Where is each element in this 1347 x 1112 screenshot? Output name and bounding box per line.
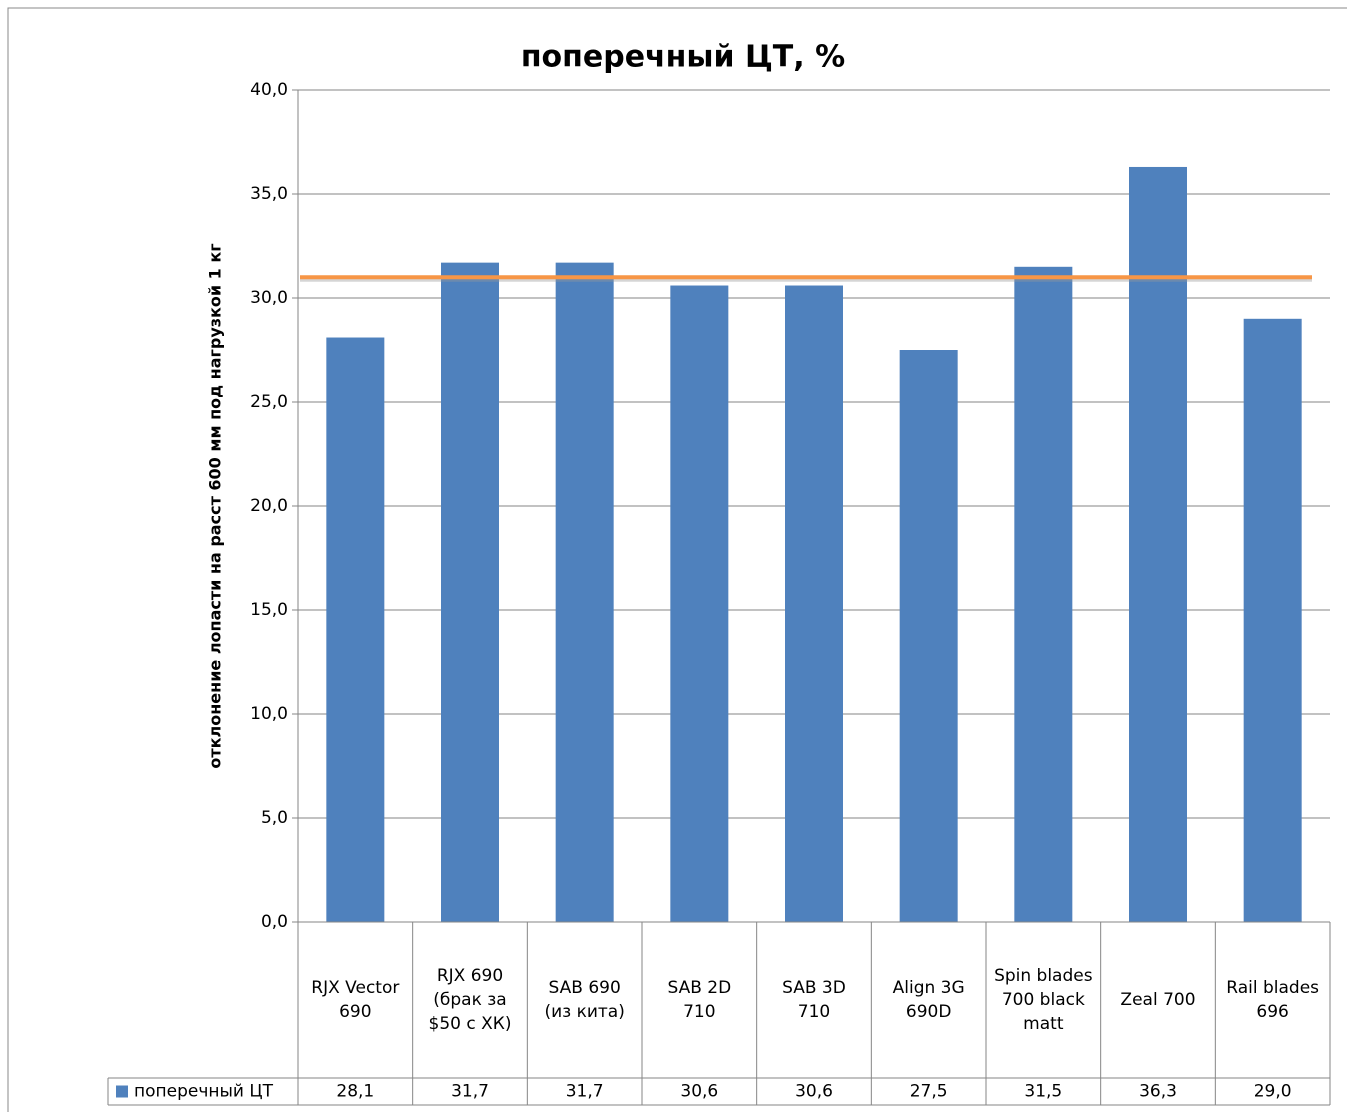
y-tick-label: 0,0 (261, 912, 288, 932)
y-tick-label: 10,0 (250, 704, 288, 724)
x-tick-label: RJX Vector 690 (311, 978, 400, 1022)
x-tick-label: SAB 3D 710 (782, 978, 846, 1022)
bar (441, 262, 499, 922)
x-tick-label: Rail blades 696 (1226, 978, 1320, 1022)
x-tick-label: SAB 2D 710 (667, 978, 732, 1022)
x-tick-label: RJX 690 (брак за $50 с ХК) (428, 966, 512, 1034)
bar (1129, 166, 1187, 922)
chart-title: поперечный ЦТ, % (521, 40, 845, 75)
data-label: 30,6 (795, 1082, 833, 1102)
data-label: 28,1 (336, 1082, 374, 1102)
bar (899, 350, 958, 922)
bar (670, 285, 729, 922)
bar (785, 285, 843, 922)
legend-label: поперечный ЦТ (134, 1082, 274, 1102)
x-tick-label: Zeal 700 (1120, 990, 1196, 1010)
y-tick-label: 40,0 (250, 80, 288, 100)
data-label: 29,0 (1254, 1082, 1292, 1102)
data-label: 31,7 (566, 1082, 604, 1102)
y-tick-label: 5,0 (261, 808, 288, 828)
y-tick-label: 35,0 (250, 184, 288, 204)
bar (1243, 318, 1302, 922)
data-label: 36,3 (1139, 1082, 1177, 1102)
data-label: 31,7 (451, 1082, 489, 1102)
bar (326, 337, 385, 922)
x-tick-label: Align 3G 690D (892, 978, 965, 1022)
x-tick-label: Spin blades 700 black matt (994, 966, 1093, 1034)
y-tick-label: 25,0 (250, 392, 288, 412)
y-axis-label: отклонение лопасти на расст 600 мм под н… (206, 243, 225, 768)
y-tick-label: 15,0 (250, 600, 288, 620)
y-tick-label: 30,0 (250, 288, 288, 308)
data-label: 31,5 (1024, 1082, 1062, 1102)
y-tick-label: 20,0 (250, 496, 288, 516)
data-label: 30,6 (680, 1082, 718, 1102)
bar (1014, 266, 1073, 922)
x-tick-label: SAB 690 (из кита) (544, 978, 625, 1022)
legend-swatch (116, 1085, 128, 1098)
data-label: 27,5 (910, 1082, 948, 1102)
bar (555, 262, 614, 922)
